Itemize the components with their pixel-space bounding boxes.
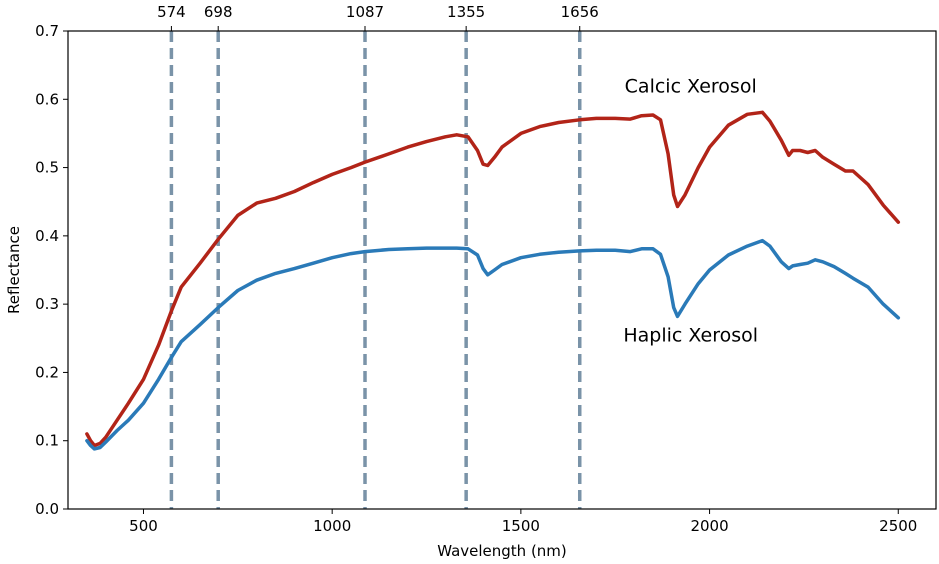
x-tick-label: 2500 [879,517,917,535]
series-annotation: Haplic Xerosol [623,325,758,347]
y-tick-label: 0.3 [35,295,59,313]
series-annotation: Calcic Xerosol [625,75,757,97]
series-group [85,110,901,451]
y-tick-label: 0.6 [35,90,59,108]
x-tick-label: 1000 [313,517,351,535]
y-tick-label: 0.0 [35,500,59,518]
vertical-lines-group: 574 698 1087 1355 1656 [157,3,599,509]
axes-group [67,30,937,510]
y-tick-label: 0.1 [35,432,59,450]
y-tick-label: 0.4 [35,227,59,245]
x-axis-label: Wavelength (nm) [437,542,567,560]
vertical-line-label: 698 [204,3,233,21]
y-tick-label: 0.7 [35,22,59,40]
vertical-line-label: 1656 [561,3,599,21]
series-line-1 [85,110,901,448]
x-ticks-group: 500 1000 1500 2000 2500 [129,509,917,535]
x-tick-label: 1500 [502,517,540,535]
y-tick-label: 0.2 [35,363,59,381]
annotations-group: Calcic Xerosol Haplic Xerosol [623,75,758,346]
y-axis-label: Reflectance [5,226,23,314]
plot-frame [67,30,937,510]
y-ticks-group: 0.0 0.1 0.2 0.3 0.4 0.5 0.6 0.7 [35,22,68,518]
vertical-line-label: 1355 [447,3,485,21]
x-tick-label: 500 [129,517,158,535]
vertical-line-label: 1087 [346,3,384,21]
y-tick-label: 0.5 [35,159,59,177]
x-tick-label: 2000 [690,517,728,535]
series-line-2 [85,238,901,451]
vertical-line-label: 574 [157,3,186,21]
